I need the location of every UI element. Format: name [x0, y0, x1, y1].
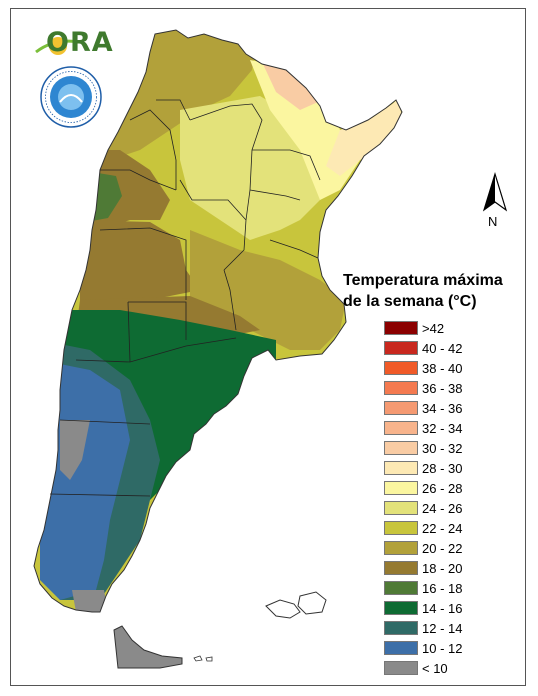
legend-item: 40 - 42	[384, 338, 514, 358]
zone-patagonia-grey-north	[60, 420, 90, 480]
legend-label: 34 - 36	[422, 400, 463, 416]
legend-item: 22 - 24	[384, 518, 514, 538]
legend-swatch	[384, 621, 418, 635]
zone-patagonia-grey-south	[72, 590, 108, 612]
legend-swatch	[384, 361, 418, 375]
legend-swatch	[384, 341, 418, 355]
legend-label: 32 - 34	[422, 420, 463, 436]
legend-label: 24 - 26	[422, 500, 463, 516]
legend-label: 18 - 20	[422, 560, 463, 576]
legend-label: 36 - 38	[422, 380, 463, 396]
legend-swatch	[384, 441, 418, 455]
legend-label: 40 - 42	[422, 340, 463, 356]
legend-item: < 10	[384, 658, 514, 678]
legend-swatch	[384, 321, 418, 335]
legend-swatch	[384, 481, 418, 495]
legend-swatch	[384, 421, 418, 435]
legend-item: 20 - 22	[384, 538, 514, 558]
legend-swatch	[384, 641, 418, 655]
legend-label: 16 - 18	[422, 580, 463, 596]
legend-label: 26 - 28	[422, 480, 463, 496]
zone-patagonia-north-green	[60, 310, 276, 500]
legend-swatch	[384, 561, 418, 575]
legend-item: 36 - 38	[384, 378, 514, 398]
legend-label: 28 - 30	[422, 460, 463, 476]
legend-title-line-2: de la semana (°C)	[343, 293, 477, 310]
province-boundaries	[49, 99, 321, 497]
legend-swatch	[384, 401, 418, 415]
legend-swatch	[384, 601, 418, 615]
legend-label: 14 - 16	[422, 600, 463, 616]
legend-item: 14 - 16	[384, 598, 514, 618]
legend-item: 18 - 20	[384, 558, 514, 578]
legend-label: 22 - 24	[422, 520, 463, 536]
ora-logo-text: ORA	[46, 27, 114, 58]
map-frame	[10, 8, 526, 686]
legend-title: Temperatura máxima de la semana (°C)	[343, 270, 518, 312]
legend-item: 28 - 30	[384, 458, 514, 478]
smn-seal-logo	[40, 66, 102, 128]
legend-title-line-1: Temperatura máxima	[343, 272, 503, 289]
argentina-outline	[33, 29, 403, 613]
legend-item: 30 - 32	[384, 438, 514, 458]
small-islands	[193, 655, 213, 662]
legend-item: >42	[384, 318, 514, 338]
north-arrow-icon	[482, 171, 508, 212]
legend-swatch	[384, 381, 418, 395]
legend-label: 20 - 22	[422, 540, 463, 556]
temperature-legend: >42 40 - 42 38 - 40 36 - 38 34 - 36 32 - 34 30…	[384, 318, 514, 678]
legend-label: 10 - 12	[422, 640, 463, 656]
legend-label: 30 - 32	[422, 440, 463, 456]
legend-label: < 10	[422, 660, 448, 676]
tierra-del-fuego	[113, 625, 183, 669]
north-label: N	[488, 214, 498, 229]
legend-item: 26 - 28	[384, 478, 514, 498]
legend-swatch	[384, 521, 418, 535]
legend-item: 12 - 14	[384, 618, 514, 638]
legend-item: 10 - 12	[384, 638, 514, 658]
zone-northeast-peach	[262, 62, 318, 110]
legend-item: 38 - 40	[384, 358, 514, 378]
legend-swatch	[384, 461, 418, 475]
legend-item: 34 - 36	[384, 398, 514, 418]
legend-swatch	[384, 661, 418, 675]
legend-label: 38 - 40	[422, 360, 463, 376]
zone-chaco-yellow	[180, 96, 320, 240]
legend-label: 12 - 14	[422, 620, 463, 636]
legend-label: >42	[422, 320, 445, 336]
zone-misiones-cream	[326, 100, 402, 176]
legend-swatch	[384, 581, 418, 595]
legend-item: 32 - 34	[384, 418, 514, 438]
malvinas-islands	[265, 591, 327, 619]
legend-item: 24 - 26	[384, 498, 514, 518]
zone-cuyo-brown	[80, 220, 200, 310]
legend-item: 16 - 18	[384, 578, 514, 598]
legend-swatch	[384, 501, 418, 515]
legend-swatch	[384, 541, 418, 555]
ora-logo-swoosh	[35, 37, 81, 55]
